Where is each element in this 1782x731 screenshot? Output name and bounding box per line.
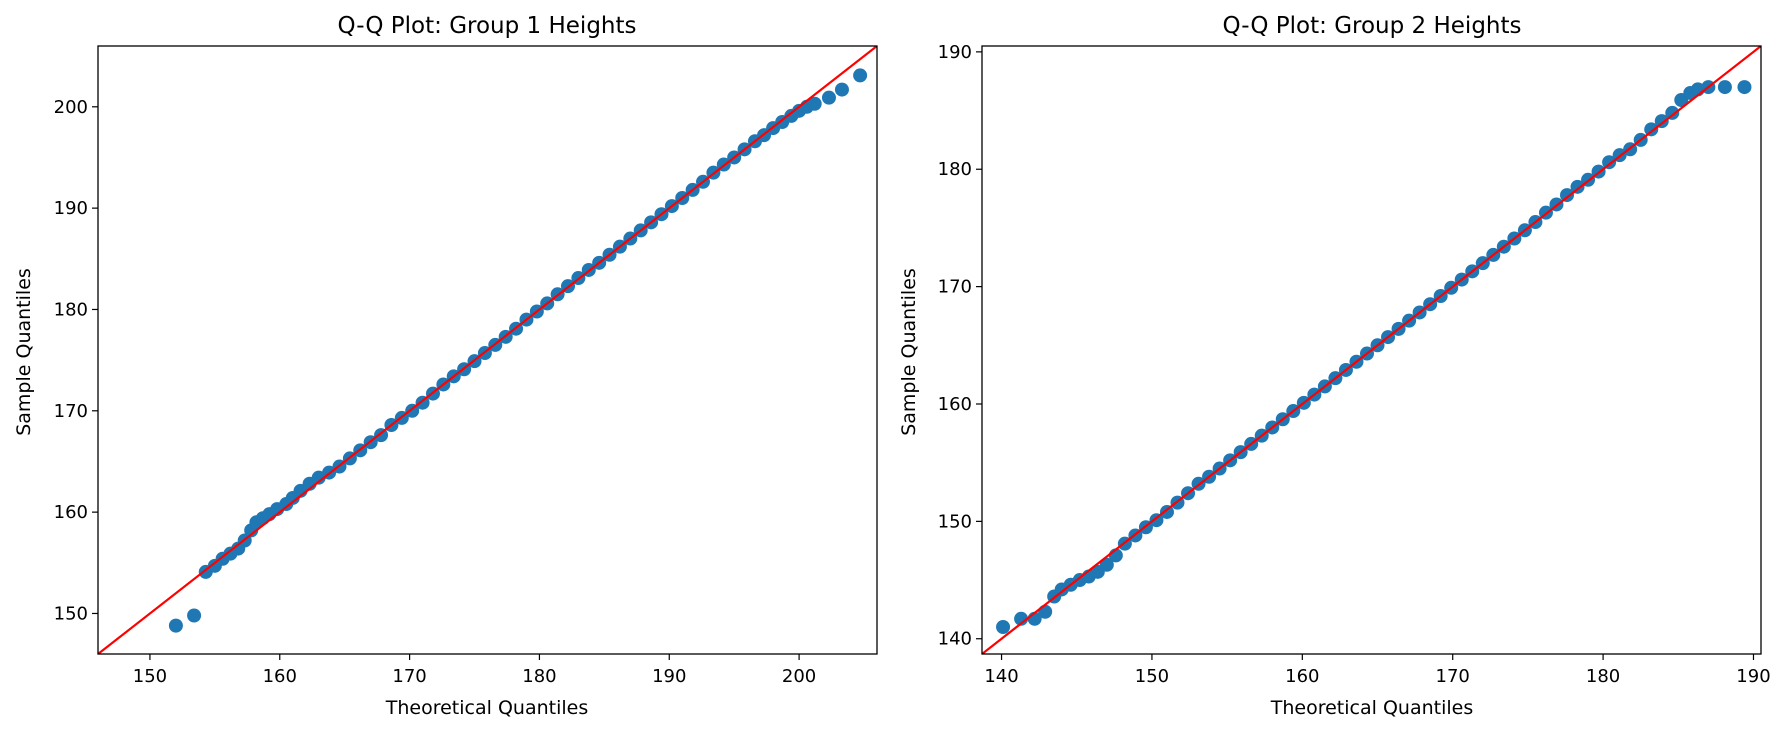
x-tick-label: 200 xyxy=(782,666,816,687)
x-tick-label: 160 xyxy=(1285,666,1319,687)
data-point xyxy=(996,620,1011,634)
data-point xyxy=(311,470,326,485)
tick-group: 140 150 160 170 180 190 140 150 160 170 180 190 xyxy=(938,42,1771,687)
data-point xyxy=(168,618,183,633)
data-point xyxy=(1570,179,1585,194)
x-tick-label: 170 xyxy=(392,666,426,687)
x-tick-label: 160 xyxy=(263,666,297,687)
y-axis-label: Sample Quantiles xyxy=(898,268,920,436)
x-axis-label: Theoretical Quantiles xyxy=(385,697,588,719)
data-point xyxy=(1159,504,1174,519)
qq-plot-group-1: Q-Q Plot: Group 1 Heights Theoretical Qu… xyxy=(13,13,878,719)
data-point xyxy=(1014,611,1029,626)
y-tick-label: 160 xyxy=(938,394,972,415)
data-point xyxy=(1654,114,1669,129)
y-tick-label: 140 xyxy=(938,629,972,650)
y-tick-label: 150 xyxy=(938,511,972,532)
data-point xyxy=(1737,80,1752,95)
y-tick-label: 170 xyxy=(54,401,88,422)
data-point xyxy=(807,96,822,111)
reference-line xyxy=(98,46,877,654)
data-point xyxy=(1602,155,1617,170)
reference-line xyxy=(982,46,1761,654)
data-point xyxy=(821,90,836,105)
y-tick-label: 150 xyxy=(54,603,88,624)
data-point xyxy=(1717,80,1732,95)
x-tick-label: 140 xyxy=(984,666,1018,687)
data-point xyxy=(1038,604,1053,619)
x-tick-label: 190 xyxy=(652,666,686,687)
axes-frame xyxy=(97,45,878,655)
qq-plot-group-2: Q-Q Plot: Group 2 Heights Theoretical Qu… xyxy=(898,13,1771,719)
data-point xyxy=(853,68,868,83)
data-point xyxy=(187,608,202,623)
x-tick-label: 180 xyxy=(522,666,556,687)
chart-title: Q-Q Plot: Group 2 Heights xyxy=(1223,13,1522,39)
chart-title: Q-Q Plot: Group 1 Heights xyxy=(338,13,637,39)
data-point xyxy=(834,82,849,97)
y-tick-label: 180 xyxy=(938,159,972,180)
plot-area xyxy=(98,46,877,654)
x-tick-label: 170 xyxy=(1436,666,1470,687)
x-tick-label: 180 xyxy=(1586,666,1620,687)
y-tick-label: 180 xyxy=(54,299,88,320)
x-tick-label: 150 xyxy=(1135,666,1169,687)
data-point xyxy=(1560,188,1574,203)
axes-frame xyxy=(981,45,1762,655)
x-tick-label: 190 xyxy=(1736,666,1770,687)
data-point xyxy=(1665,105,1680,120)
y-tick-label: 200 xyxy=(54,97,88,118)
y-axis-label: Sample Quantiles xyxy=(13,268,35,436)
y-tick-label: 160 xyxy=(54,502,88,523)
tick-group: 150 160 170 180 190 200 150 160 170 180 190 200 xyxy=(54,97,817,687)
data-point xyxy=(1099,557,1114,572)
y-tick-label: 190 xyxy=(54,198,88,219)
plot-area xyxy=(982,46,1761,654)
y-tick-label: 190 xyxy=(938,42,972,63)
x-tick-label: 150 xyxy=(133,666,167,687)
data-point xyxy=(1149,513,1164,528)
data-point xyxy=(1644,122,1659,137)
x-axis-label: Theoretical Quantiles xyxy=(1270,697,1473,719)
y-tick-label: 170 xyxy=(938,277,972,298)
